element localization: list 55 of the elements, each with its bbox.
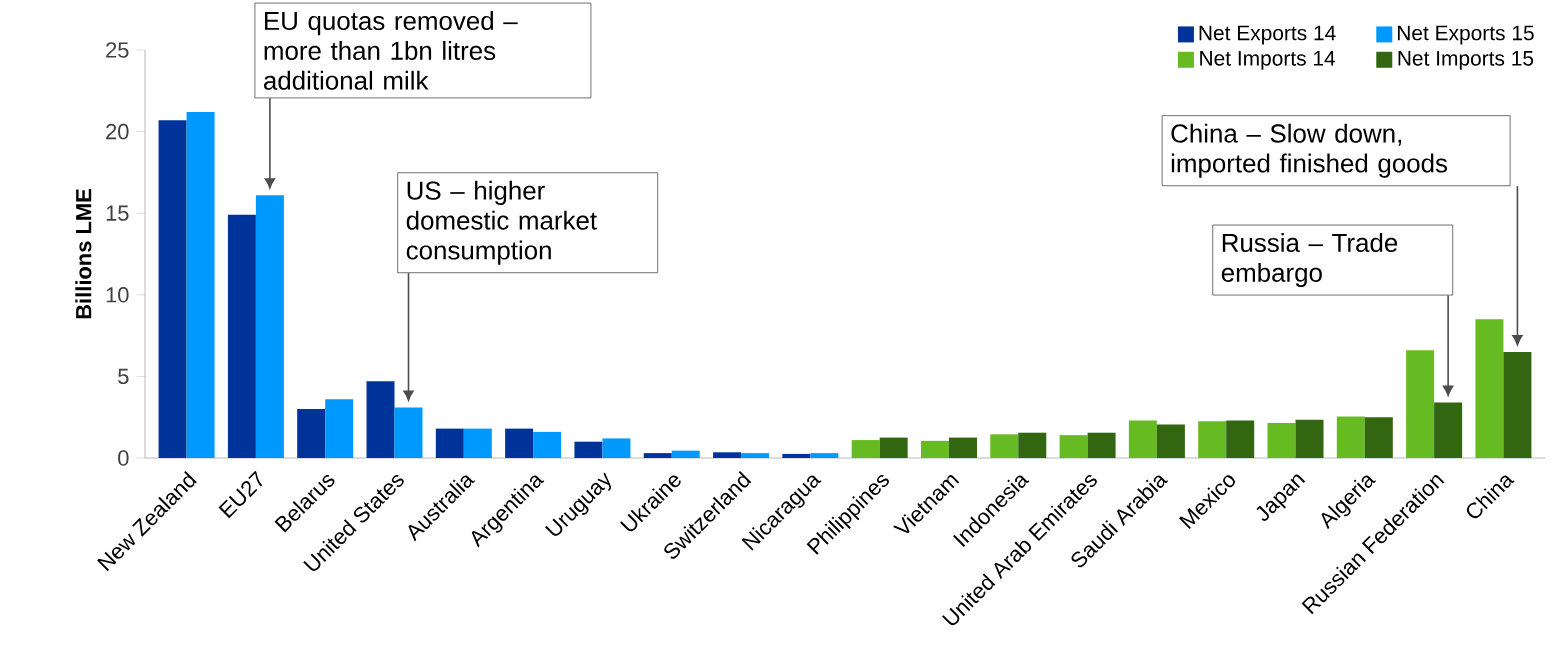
legend-label: Net Exports 15 xyxy=(1397,25,1534,45)
bar xyxy=(1503,351,1532,458)
bar xyxy=(643,453,672,458)
y-tick-label: 0 xyxy=(118,450,129,466)
bar xyxy=(325,399,354,458)
bar xyxy=(227,214,256,458)
bar xyxy=(1198,421,1227,458)
bar xyxy=(990,434,1019,458)
bar xyxy=(1434,402,1463,458)
legend-label: Net Imports 15 xyxy=(1398,51,1534,70)
y-tick-label: 10 xyxy=(106,287,129,303)
legend-label: Net Exports 14 xyxy=(1199,25,1336,45)
bar xyxy=(810,453,839,458)
bar xyxy=(255,195,284,458)
bar xyxy=(1156,424,1185,458)
bar xyxy=(394,407,423,458)
bar xyxy=(782,453,811,458)
y-tick-label: 5 xyxy=(118,368,129,385)
bar xyxy=(1267,422,1296,458)
bar xyxy=(1364,417,1393,458)
bar xyxy=(851,440,880,458)
bar xyxy=(186,112,215,458)
bar xyxy=(574,441,603,458)
annotation: Russia – Trade embargo xyxy=(1221,233,1398,288)
bar xyxy=(1295,419,1324,458)
y-tick-label: 20 xyxy=(106,123,129,140)
bar xyxy=(1475,319,1504,458)
bar xyxy=(741,453,770,458)
bar xyxy=(948,437,977,458)
bar xyxy=(1059,435,1088,458)
annotation: US – higher domestic market consumption xyxy=(406,180,597,265)
bar xyxy=(435,428,464,458)
bar xyxy=(463,428,492,458)
bar xyxy=(533,431,562,458)
bar xyxy=(366,381,395,458)
legend-label: Net Imports 14 xyxy=(1200,51,1336,70)
y-tick-label: 15 xyxy=(106,205,129,221)
annotation: China – Slow down, imported finished goods xyxy=(1171,123,1448,178)
bar xyxy=(297,409,326,458)
bar xyxy=(671,450,700,458)
bar xyxy=(1087,432,1116,458)
bar xyxy=(602,438,631,458)
bar xyxy=(920,440,949,458)
bar xyxy=(158,120,187,458)
bar xyxy=(1018,432,1047,458)
bar xyxy=(505,428,534,458)
annotation: EU quotas removed – more than 1bn litres additional milk xyxy=(264,11,518,90)
bar xyxy=(879,437,908,458)
bar xyxy=(1226,420,1255,458)
bar xyxy=(1128,420,1157,458)
y-axis-title: Billions LME xyxy=(75,189,92,319)
bar xyxy=(713,452,742,458)
y-tick-label: 25 xyxy=(106,42,129,58)
bar xyxy=(1406,350,1435,458)
bar xyxy=(1336,416,1365,458)
